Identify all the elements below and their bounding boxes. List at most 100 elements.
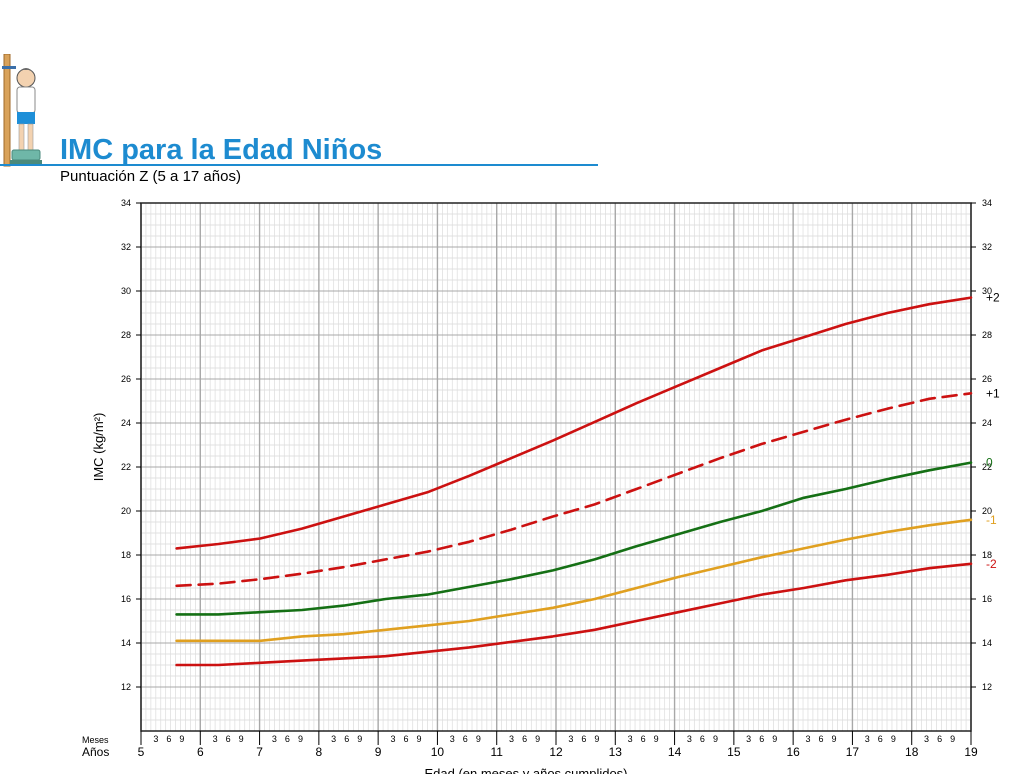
x-tick-month: 6: [403, 734, 408, 744]
x-tick-month: 3: [390, 734, 395, 744]
x-tick-month: 6: [166, 734, 171, 744]
y-tick-label-right: 34: [982, 198, 992, 208]
x-tick-month: 9: [654, 734, 659, 744]
y-tick-label: 12: [121, 682, 131, 692]
y-tick-label-right: 18: [982, 550, 992, 560]
series-lines: [175, 296, 973, 667]
x-tick-year: 14: [668, 745, 682, 759]
x-tick-month: 3: [865, 734, 870, 744]
x-tick-month: 9: [891, 734, 896, 744]
x-tick-month: 6: [937, 734, 942, 744]
x-tick-month: 9: [832, 734, 837, 744]
y-tick-label-right: 26: [982, 374, 992, 384]
x-tick-month: 3: [450, 734, 455, 744]
x-tick-month: 9: [594, 734, 599, 744]
x-tick-month: 6: [522, 734, 527, 744]
x-axis-ticks: 5 6 7 8 9 10 11 12 13 14 15 16 17 18 193 6 9 3 6 9 3 6 9 3 6 9 3 6 9…: [138, 731, 978, 759]
y-tick-label-right: 32: [982, 242, 992, 252]
y-tick-label: 24: [121, 418, 131, 428]
x-tick-month: 9: [298, 734, 303, 744]
y-tick-label-right: 22: [982, 462, 992, 472]
y-tick-label: 16: [121, 594, 131, 604]
months-row-label: Meses: [82, 735, 109, 745]
x-tick-month: 3: [924, 734, 929, 744]
x-tick-year: 9: [375, 745, 382, 759]
series-line-zplus2: [175, 296, 973, 550]
y-tick-label: 18: [121, 550, 131, 560]
series-labels: +2 +1 0 -1 -2: [986, 291, 1000, 571]
child-on-scale-logo: [2, 54, 42, 167]
chart-title: IMC para la Edad Niños: [60, 134, 383, 166]
x-tick-month: 3: [568, 734, 573, 744]
y-tick-label-right: 16: [982, 594, 992, 604]
y-axis-left-ticks: 12 14 16 18 20 22 24 26 28 30 32 34: [121, 198, 141, 692]
title-underline: [0, 164, 598, 166]
x-tick-year: 19: [964, 745, 978, 759]
x-tick-month: 3: [213, 734, 218, 744]
x-tick-month: 9: [535, 734, 540, 744]
x-tick-month: 9: [713, 734, 718, 744]
x-tick-month: 3: [509, 734, 514, 744]
y-tick-label: 20: [121, 506, 131, 516]
chart-subtitle: Puntuación Z (5 a 17 años): [60, 168, 241, 185]
series-label: +1: [986, 386, 1000, 400]
x-tick-month: 6: [700, 734, 705, 744]
x-tick-month: 6: [226, 734, 231, 744]
y-tick-label: 28: [121, 330, 131, 340]
x-tick-month: 9: [476, 734, 481, 744]
x-tick-month: 9: [417, 734, 422, 744]
x-tick-year: 8: [316, 745, 323, 759]
x-tick-year: 12: [549, 745, 563, 759]
series-label: -1: [986, 513, 997, 527]
series-line-zminus1: [175, 518, 973, 643]
x-tick-month: 3: [272, 734, 277, 744]
y-tick-label: 26: [121, 374, 131, 384]
x-tick-month: 3: [805, 734, 810, 744]
y-tick-label: 34: [121, 198, 131, 208]
y-tick-label-right: 24: [982, 418, 992, 428]
y-tick-label-right: 28: [982, 330, 992, 340]
x-tick-month: 9: [357, 734, 362, 744]
x-tick-month: 3: [746, 734, 751, 744]
x-tick-month: 6: [818, 734, 823, 744]
y-tick-label-right: 12: [982, 682, 992, 692]
x-tick-month: 6: [878, 734, 883, 744]
major-grid: [140, 202, 972, 731]
y-tick-label: 14: [121, 638, 131, 648]
series-line-zminus2: [175, 562, 973, 667]
x-axis-label: Edad (en meses y años cumplidos): [424, 766, 627, 774]
x-tick-month: 9: [179, 734, 184, 744]
x-tick-month: 3: [331, 734, 336, 744]
x-tick-year: 11: [490, 745, 503, 759]
x-tick-month: 9: [239, 734, 244, 744]
x-tick-month: 9: [772, 734, 777, 744]
x-tick-year: 13: [609, 745, 623, 759]
x-tick-month: 6: [285, 734, 290, 744]
y-axis-label: IMC (kg/m²): [91, 413, 106, 482]
x-tick-month: 6: [581, 734, 586, 744]
x-tick-year: 10: [431, 745, 445, 759]
series-label: +2: [986, 291, 1000, 305]
x-tick-month: 3: [153, 734, 158, 744]
series-line-z0: [175, 461, 973, 616]
x-tick-month: 6: [759, 734, 764, 744]
x-tick-year: 15: [727, 745, 741, 759]
x-tick-year: 17: [846, 745, 860, 759]
series-line-zplus1: [175, 392, 973, 588]
x-tick-year: 16: [786, 745, 800, 759]
x-tick-month: 3: [628, 734, 633, 744]
x-tick-year: 5: [138, 745, 145, 759]
x-tick-year: 7: [256, 745, 263, 759]
x-tick-month: 6: [641, 734, 646, 744]
series-label: 0: [986, 456, 993, 470]
x-tick-year: 18: [905, 745, 919, 759]
y-tick-label: 32: [121, 242, 131, 252]
x-tick-year: 6: [197, 745, 204, 759]
y-tick-label-right: 14: [982, 638, 992, 648]
y-tick-label-right: 20: [982, 506, 992, 516]
y-tick-label: 22: [121, 462, 131, 472]
years-row-label: Años: [82, 745, 109, 759]
series-label: -2: [986, 557, 997, 571]
y-axis-right-ticks: 12 14 16 18 20 22 24 26 28 30 32 34: [971, 198, 992, 692]
